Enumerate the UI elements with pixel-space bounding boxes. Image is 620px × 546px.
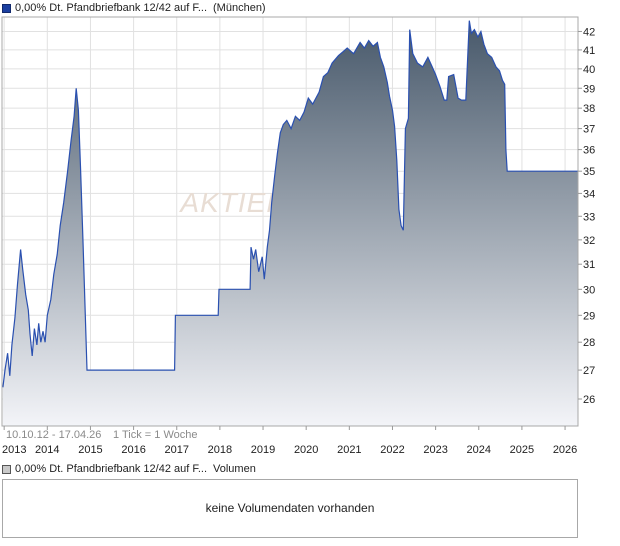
x-tick-label: 2024: [467, 444, 491, 456]
price-legend: 0,00% Dt. Pfandbriefbank 12/42 auf F... …: [0, 1, 266, 15]
date-range-label: 10.10.12 - 17.04.26: [6, 429, 101, 441]
y-tick-label: 34: [583, 188, 595, 200]
x-tick-label: 2020: [294, 444, 318, 456]
x-tick-label: 2019: [251, 444, 275, 456]
y-tick-label: 36: [583, 145, 595, 157]
y-tick-label: 42: [583, 26, 595, 38]
y-tick-label: 41: [583, 45, 595, 57]
no-volume-message: keine Volumendaten vorhanden: [205, 501, 375, 515]
volume-label: Volumen: [213, 463, 256, 475]
x-tick-label: 2021: [337, 444, 361, 456]
x-tick-label: 2025: [510, 444, 534, 456]
volume-panel: keine Volumendaten vorhanden: [2, 479, 578, 538]
x-tick-label: 2026: [553, 444, 577, 456]
plot-frame: [1, 16, 579, 427]
x-axis: 2013 2014 2015 2016 2017 2018 2019 2020 2021 2022…: [2, 426, 577, 456]
y-tick-label: 30: [583, 284, 595, 296]
y-tick-label: 39: [583, 83, 595, 95]
x-tick-label: 2015: [78, 444, 102, 456]
y-axis: 26 27 28 29 30 31 32 33 34 35 36 37 38 39 40 41 42: [578, 26, 595, 406]
y-tick-label: 38: [583, 103, 595, 115]
y-tick-label: 27: [583, 365, 595, 377]
y-tick-label: 33: [583, 211, 595, 223]
x-tick-label: 2014: [35, 444, 59, 456]
security-name: 0,00% Dt. Pfandbriefbank 12/42 auf F...: [15, 2, 208, 14]
y-tick-label: 29: [583, 310, 595, 322]
price-line: [2, 20, 578, 388]
y-tick-label: 35: [583, 166, 595, 178]
y-tick-label: 28: [583, 337, 595, 349]
x-tick-label: 2013: [2, 444, 26, 456]
price-chart: AKTIEN 26 27 28 29 30 31 32 33 34 35 36 37 38 39 40 41 4…: [1, 16, 595, 456]
x-tick-label: 2017: [164, 444, 188, 456]
x-tick-label: 2016: [121, 444, 145, 456]
y-tick-label: 26: [583, 394, 595, 406]
y-tick-label: 40: [583, 64, 595, 76]
volume-series-swatch: [2, 464, 11, 474]
price-series-swatch: [2, 3, 11, 13]
y-tick-label: 37: [583, 124, 595, 136]
y-tick-label: 32: [583, 235, 595, 247]
aktien-watermark: AKTIEN: [178, 187, 287, 218]
x-tick-label: 2018: [208, 444, 232, 456]
volume-security-name: 0,00% Dt. Pfandbriefbank 12/42 auf F...: [15, 463, 208, 475]
exchange-name: (München): [213, 2, 266, 14]
price-area: [2, 20, 578, 426]
tick-interval-label: 1 Tick = 1 Woche: [113, 429, 197, 441]
y-tick-label: 31: [583, 259, 595, 271]
x-tick-label: 2022: [380, 444, 404, 456]
volume-legend: 0,00% Dt. Pfandbriefbank 12/42 auf F... …: [0, 462, 256, 476]
x-tick-label: 2023: [423, 444, 447, 456]
